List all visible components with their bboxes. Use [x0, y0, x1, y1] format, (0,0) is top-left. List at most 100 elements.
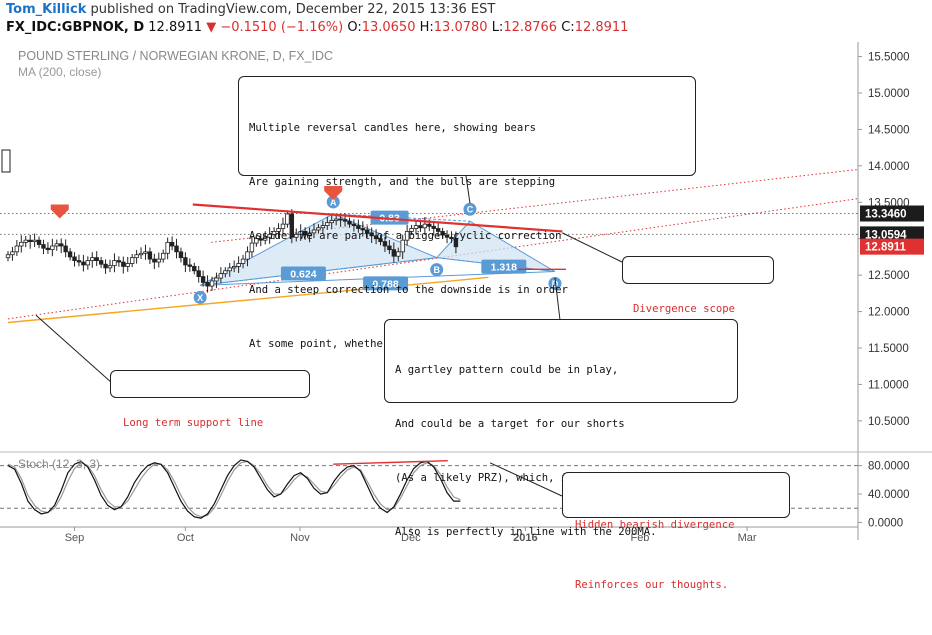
- divergence-note-pointer: [562, 232, 623, 263]
- close-value: 12.8911: [574, 20, 629, 35]
- candle-body: [351, 223, 357, 226]
- candle-body: [325, 222, 330, 227]
- low-label: L:: [491, 20, 504, 35]
- candle-body: [311, 229, 317, 234]
- candle-body: [161, 252, 166, 260]
- harmonic-ratio-label: 0.624: [290, 269, 316, 281]
- price-axis-tick-label: 14.5000: [868, 124, 910, 136]
- candle-body: [129, 257, 135, 264]
- candle-body: [427, 223, 432, 227]
- support-line-note[interactable]: Long term support line: [110, 370, 310, 429]
- hidden-note-pointer: [489, 462, 563, 497]
- candle-body: [316, 227, 321, 231]
- candle-body: [116, 260, 122, 263]
- publish-bar: Tom_Killick published on TradingView.com…: [6, 2, 495, 17]
- candle-body: [369, 232, 374, 237]
- candle-body: [231, 265, 237, 269]
- support-note-pointer: [35, 314, 113, 384]
- price-axis-tick-label: 15.0000: [868, 88, 910, 100]
- candle-body: [165, 241, 170, 254]
- support-trend-line: [7, 198, 859, 320]
- candle-body: [192, 265, 197, 272]
- price-tag-label: 12.8911: [865, 242, 907, 254]
- gartley-note[interactable]: A gartley pattern could be in play, And …: [384, 319, 738, 538]
- candle-body: [41, 244, 46, 249]
- candle-body: [81, 261, 86, 266]
- candle-body: [50, 245, 55, 251]
- reversal-note-line: Multiple reversal candles here, showing …: [249, 122, 537, 134]
- harmonic-point-label: B: [433, 265, 440, 275]
- candle-body: [178, 251, 184, 259]
- harmonic-ratio-box: [481, 259, 527, 274]
- chart-legend-stoch: Stoch (12, 3, 3): [18, 457, 100, 471]
- candle-body: [378, 238, 383, 243]
- price-axis-tick-label: 10.5000: [868, 416, 910, 428]
- candle-body: [404, 231, 410, 241]
- candle-body: [276, 228, 281, 232]
- candle-body: [285, 213, 290, 225]
- reversal-note[interactable]: Multiple reversal candles here, showing …: [238, 76, 696, 350]
- candle-body: [10, 251, 15, 256]
- author-link[interactable]: Tom_Killick: [6, 2, 87, 17]
- candle-body: [218, 273, 224, 279]
- candle-body: [258, 238, 263, 241]
- candle-body: [76, 260, 82, 263]
- candle-body: [396, 251, 401, 257]
- published-text: published on TradingView.com, December 2…: [86, 2, 496, 17]
- price-axis-tick-label: 11.0000: [868, 379, 909, 391]
- candle-body: [138, 252, 144, 256]
- stoch-axis-tick-label: 0.0000: [868, 517, 903, 529]
- candle-body: [365, 229, 370, 234]
- candle-body: [418, 225, 423, 229]
- high-label: H:: [419, 20, 434, 35]
- price-axis-tick-label: 11.5000: [868, 343, 909, 355]
- candle-body: [152, 258, 157, 263]
- stoch-k-line: [7, 459, 461, 519]
- harmonic-ratio-box: [363, 276, 409, 291]
- reversal-note-pointer: [465, 175, 471, 204]
- candle-body: [32, 239, 37, 243]
- hidden-divergence-note[interactable]: Hidden bearish divergence Reinforces our…: [562, 472, 790, 591]
- stoch-axis-tick-label: 80.0000: [868, 461, 910, 473]
- harmonic-ac-line: [333, 213, 470, 222]
- harmonic-point-label: A: [330, 197, 337, 207]
- price-tag-box: [860, 238, 924, 255]
- candle-body: [320, 225, 326, 229]
- candle-body: [63, 245, 68, 253]
- candle-body: [59, 243, 64, 247]
- time-axis-tick-label: 2016: [513, 532, 537, 544]
- candle-body: [342, 219, 348, 222]
- ma200-line: [7, 276, 489, 324]
- harmonic-point-marker: [326, 195, 340, 209]
- candle-body: [373, 235, 379, 240]
- divergence-scope-note[interactable]: Divergence scope: [622, 256, 774, 315]
- quote-bar: FX_IDC:GBPNOK, D 12.8911 ▼ −0.1510 (−1.1…: [6, 20, 628, 35]
- down-arrow-marker: [50, 204, 69, 219]
- candle-body: [347, 220, 352, 225]
- candle-body: [294, 233, 299, 238]
- harmonic-point-marker: [193, 290, 207, 304]
- close-label: C:: [561, 20, 575, 35]
- time-axis-tick-label: Feb: [630, 532, 649, 544]
- chart-legend-ma: MA (200, close): [18, 65, 101, 79]
- candle-body: [240, 258, 246, 264]
- candle-body: [183, 257, 188, 266]
- price-change: −0.1510 (−1.16%): [220, 20, 344, 35]
- candle-body: [338, 218, 343, 221]
- candle-body: [214, 277, 219, 282]
- candle-body: [422, 223, 428, 229]
- last-price: 12.8911: [148, 20, 203, 35]
- candle-body: [121, 261, 126, 267]
- candle-body: [112, 260, 117, 267]
- harmonic-ratio-label: 0.788: [372, 278, 398, 290]
- candle-body: [134, 254, 139, 259]
- candle-body: [174, 245, 179, 253]
- symbol-label[interactable]: FX_IDC:GBPNOK, D: [6, 20, 145, 35]
- price-tag-box: [860, 205, 924, 222]
- price-axis-tick-label: 12.5000: [868, 270, 910, 282]
- harmonic-point-label: C: [467, 205, 474, 215]
- gartley-note-line: And could be a target for our shorts: [395, 418, 625, 430]
- candle-body: [449, 236, 454, 240]
- scroll-handle: [1, 149, 11, 173]
- resistance-line: [192, 203, 563, 233]
